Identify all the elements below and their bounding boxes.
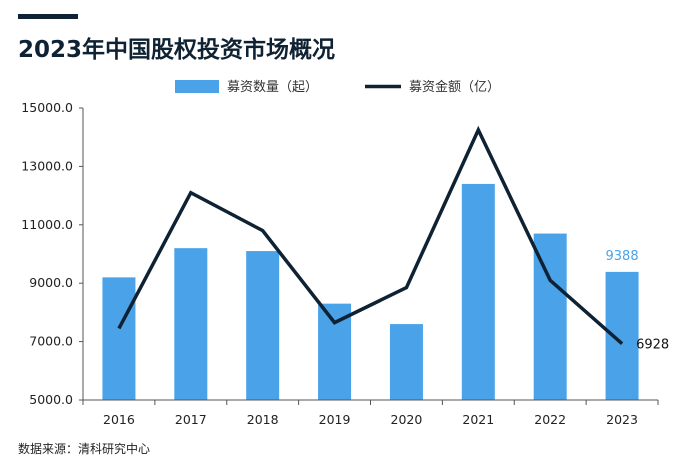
x-tick-label: 2021: [462, 412, 494, 427]
y-tick-label: 7000.0: [29, 334, 73, 349]
bar: [605, 271, 639, 400]
bar-data-label: 9388: [606, 249, 639, 264]
y-tick-label: 9000.0: [29, 275, 73, 290]
line-series: [117, 125, 624, 346]
bar-series: [102, 183, 639, 400]
y-tick-label: 5000.0: [29, 392, 73, 407]
y-axis: 5000.0 7000.0 9000.0 11000.0 13000.0 15000.0: [21, 100, 84, 407]
bar: [174, 248, 208, 400]
bar: [318, 303, 352, 400]
x-tick-label: 2018: [247, 412, 279, 427]
bar: [389, 324, 423, 400]
data-labels: 9388 6928: [606, 249, 670, 353]
y-tick-label: 11000.0: [21, 217, 73, 232]
legend-line-label: 募资金额（亿）: [409, 79, 500, 95]
legend-bar-swatch: [175, 80, 219, 93]
legend-bar-label: 募资数量（起）: [227, 80, 318, 95]
series-line: [117, 125, 624, 346]
x-tick-label: 2022: [534, 412, 566, 427]
x-tick-label: 2017: [175, 412, 207, 427]
source-note: 数据来源：清科研究中心: [18, 442, 151, 456]
bar: [246, 251, 280, 400]
line-data-label: 6928: [636, 338, 669, 353]
y-tick-label: 15000.0: [21, 100, 73, 115]
chart-title: 2023年中国股权投资市场概况: [18, 37, 336, 63]
x-tick-label: 2016: [103, 412, 135, 427]
legend: 募资数量（起） 募资金额（亿）: [175, 79, 500, 95]
x-tick-label: 2020: [391, 412, 423, 427]
x-tick-label: 2019: [319, 412, 351, 427]
x-tick-label: 2023: [606, 412, 638, 427]
x-axis: 2016 2017 2018 2019 2020 2021 2022 2023: [82, 399, 659, 427]
bar: [102, 277, 136, 400]
title-accent-bar: [18, 14, 78, 19]
y-tick-label: 13000.0: [21, 158, 73, 173]
bar: [461, 183, 495, 400]
